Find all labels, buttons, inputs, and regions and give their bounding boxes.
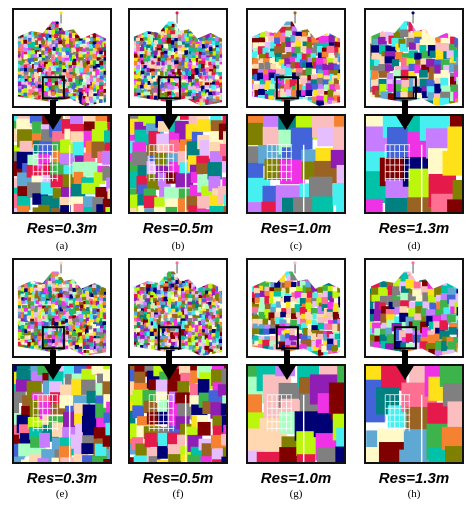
resolution-label: Res=0.5m [142, 220, 214, 237]
panel-caption: (a) [55, 240, 69, 252]
resolution-label: Res=0.3m [26, 470, 98, 487]
zoomed-detail-image [364, 114, 464, 214]
panel-b: Res=0.5m [128, 8, 228, 240]
zoomed-detail-image [246, 114, 346, 214]
panel-g: Res=1.0m [246, 258, 346, 490]
panel-caption: (g) [289, 488, 303, 500]
building-overview-image [246, 258, 346, 358]
panel-a: Res=0.3m [12, 8, 112, 240]
panel-h: Res=1.3m [364, 258, 464, 490]
zoomed-detail-image [364, 364, 464, 464]
panel-caption: (c) [289, 240, 303, 252]
building-overview-image [128, 8, 228, 108]
panel-caption: (d) [407, 240, 421, 252]
panel-caption: (f) [172, 488, 184, 500]
zoomed-detail-image [12, 364, 112, 464]
panel-c: Res=1.0m [246, 8, 346, 240]
building-overview-image [364, 8, 464, 108]
building-overview-image [364, 258, 464, 358]
resolution-label: Res=1.0m [260, 470, 332, 487]
building-overview-image [12, 258, 112, 358]
resolution-label: Res=1.3m [378, 470, 450, 487]
panel-caption: (b) [171, 240, 185, 252]
zoomed-detail-image [246, 364, 346, 464]
zoomed-detail-image [128, 364, 228, 464]
panel-d: Res=1.3m [364, 8, 464, 240]
building-overview-image [12, 8, 112, 108]
building-overview-image [128, 258, 228, 358]
zoomed-detail-image [12, 114, 112, 214]
panel-e: Res=0.3m [12, 258, 112, 490]
building-overview-image [246, 8, 346, 108]
panel-f: Res=0.5m [128, 258, 228, 490]
panel-caption: (h) [407, 488, 421, 500]
resolution-label: Res=1.0m [260, 220, 332, 237]
zoomed-detail-image [128, 114, 228, 214]
resolution-label: Res=0.5m [142, 470, 214, 487]
resolution-label: Res=1.3m [378, 220, 450, 237]
panel-caption: (e) [55, 488, 69, 500]
resolution-label: Res=0.3m [26, 220, 98, 237]
